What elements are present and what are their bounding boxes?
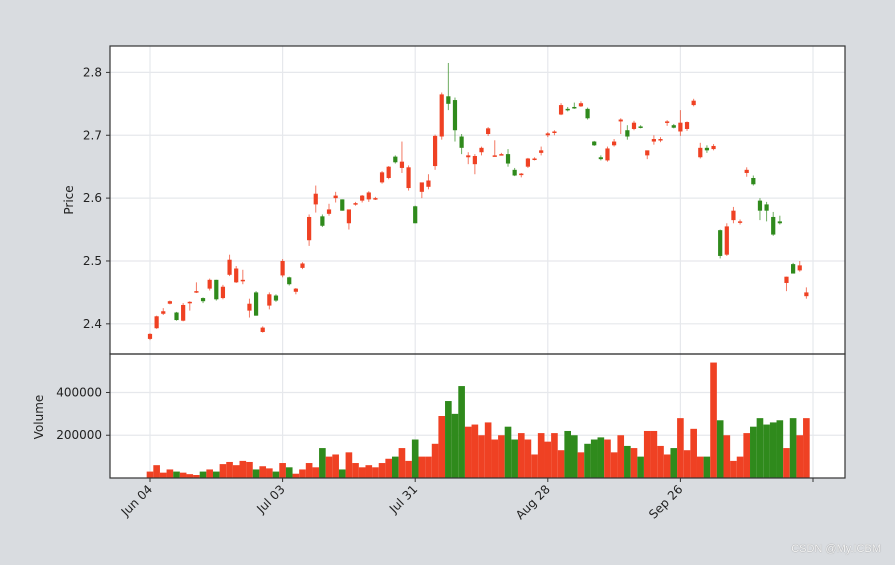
volume-axis-label: Volume [32,395,46,440]
volume-panel-frame [109,353,846,479]
y-axis-ticks: 2.4 2.5 2.6 2.7 2.8 200000 400000 [56,65,110,442]
watermark: CSDN @My.ICBM [791,543,881,555]
price-tick-label: 2.8 [83,65,102,79]
price-axis-label: Price [62,185,76,214]
date-tick-label: Aug 28 [513,482,553,522]
gridlines [110,46,845,478]
date-tick-label: Jun 04 [118,482,155,519]
plot-background [110,46,845,478]
price-candles [147,62,809,341]
price-tick-label: 2.6 [83,191,102,205]
volume-tick-label: 200000 [56,428,102,442]
price-tick-label: 2.7 [83,128,102,142]
date-tick-label: Jul 03 [253,482,287,516]
volume-tick-label: 400000 [56,385,102,399]
date-tick-label: Jul 31 [386,482,420,516]
x-axis-ticks: Jun 04 Jul 03 Jul 31 Aug 28 Sep 26 [118,478,814,522]
date-tick-label: Sep 26 [646,482,685,521]
volume-bars [146,362,810,478]
price-tick-label: 2.5 [83,254,102,268]
price-tick-label: 2.4 [83,317,102,331]
